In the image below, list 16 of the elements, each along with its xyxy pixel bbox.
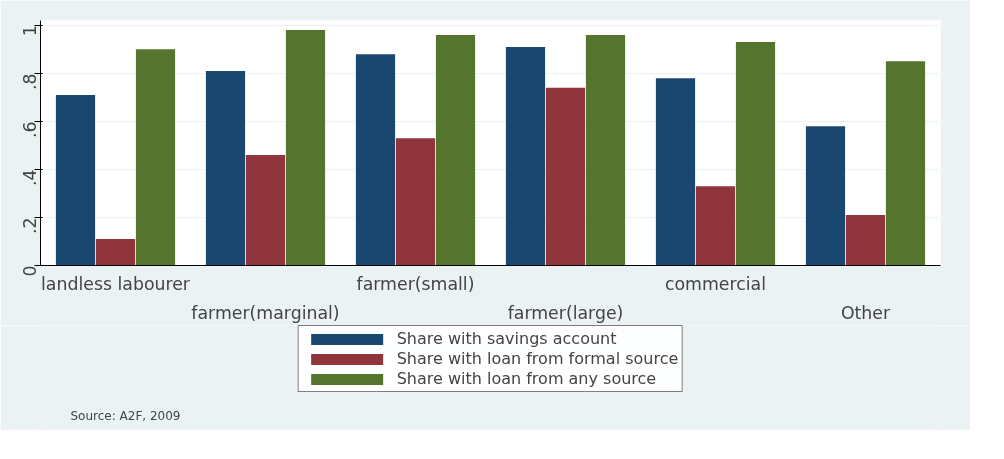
legend-label: Share with loan from any source xyxy=(396,369,657,388)
y-tick-label: 1 xyxy=(20,25,40,37)
y-tick-label: .4 xyxy=(20,169,40,186)
x-tick-label: farmer(large) xyxy=(507,302,624,323)
source-note: Source: A2F, 2009 xyxy=(70,408,181,423)
x-tick-label: farmer(small) xyxy=(356,273,475,294)
x-tick-label: farmer(marginal) xyxy=(191,302,340,323)
y-tick-label: .8 xyxy=(20,73,40,90)
legend-label: Share with loan from formal source xyxy=(396,349,679,368)
legend-label: Share with savings account xyxy=(396,329,617,348)
y-tick-label: .2 xyxy=(20,217,40,234)
x-tick-label: landless labourer xyxy=(41,273,191,294)
y-tick-label: .6 xyxy=(20,121,40,138)
y-tick-label: 0 xyxy=(20,265,40,277)
x-tick-label: commercial xyxy=(664,273,767,294)
x-tick-label: Other xyxy=(840,302,891,323)
